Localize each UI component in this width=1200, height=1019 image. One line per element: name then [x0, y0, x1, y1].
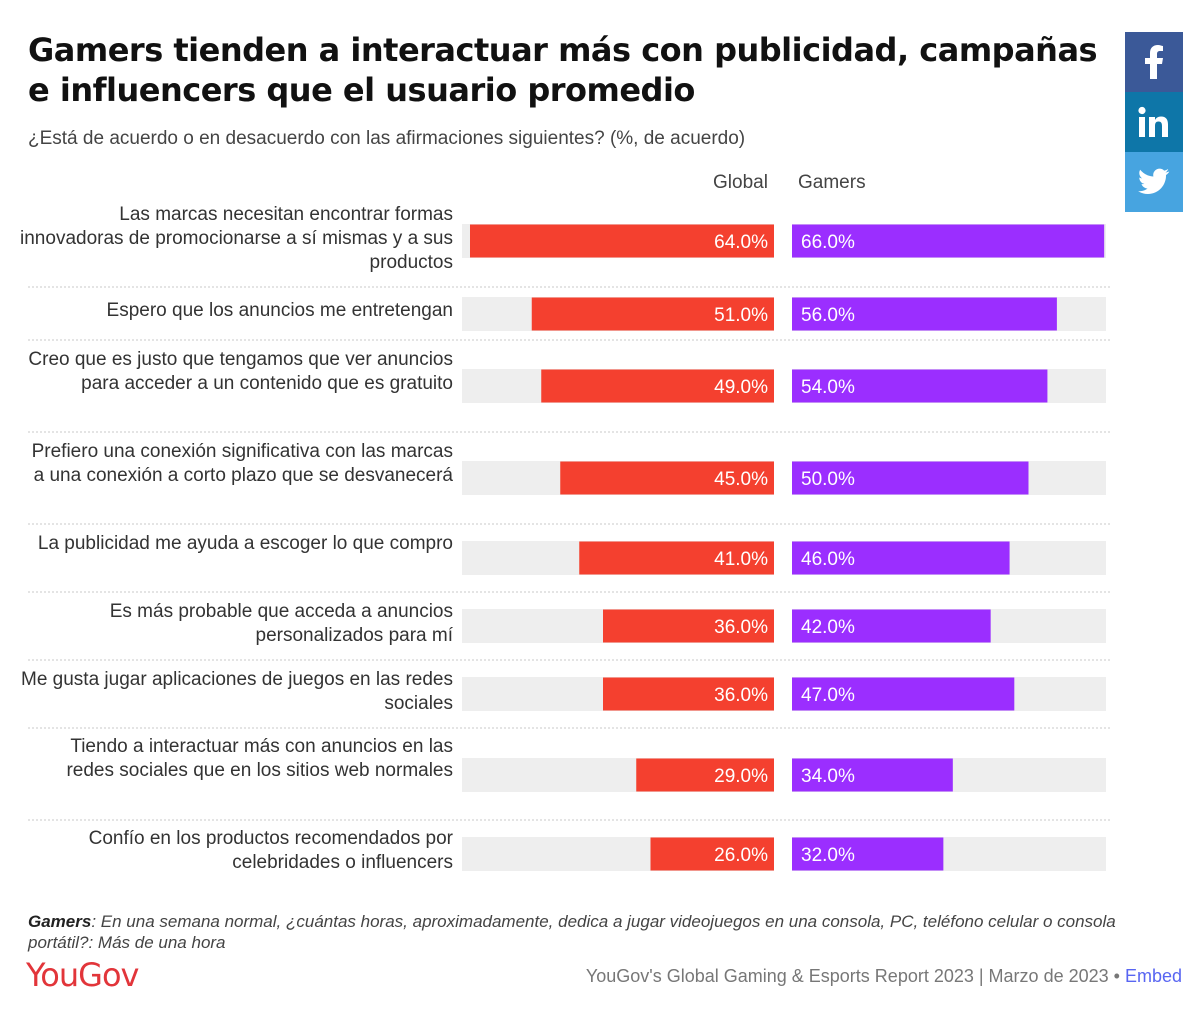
bar-gamers — [792, 837, 944, 871]
row-label: Me gusta jugar aplicaciones de juegos en… — [21, 669, 453, 714]
value-label-global: 29.0% — [714, 766, 768, 787]
value-label-gamers: 34.0% — [801, 766, 855, 787]
bar-global — [603, 677, 774, 711]
value-label-global: 36.0% — [714, 617, 768, 638]
row-label: Confío en los productos recomendados por… — [88, 828, 453, 873]
bar-gamers — [792, 224, 1105, 258]
value-label-gamers: 42.0% — [801, 617, 855, 638]
twitter-share-button[interactable] — [1125, 152, 1183, 212]
row-label: La publicidad me ayuda a escoger lo que … — [37, 533, 453, 554]
bar-global — [636, 758, 774, 792]
bar-gamers — [792, 758, 953, 792]
source-text: YouGov's Global Gaming & Esports Report … — [585, 966, 1120, 986]
row-label: Espero que los anuncios me entretengan — [106, 300, 453, 321]
value-label-global: 49.0% — [714, 377, 768, 398]
value-label-global: 36.0% — [714, 685, 768, 706]
value-label-gamers: 56.0% — [801, 305, 855, 326]
value-label-gamers: 47.0% — [801, 685, 855, 706]
value-label-global: 51.0% — [714, 305, 768, 326]
value-label-global: 45.0% — [714, 469, 768, 490]
bar-global — [541, 369, 774, 403]
bar-gamers — [792, 677, 1015, 711]
footnote-label: Gamers — [28, 912, 92, 931]
row-label: Es más probable que acceda a anuncios pe… — [109, 601, 453, 646]
value-label-gamers: 66.0% — [801, 232, 855, 253]
value-label-gamers: 54.0% — [801, 377, 855, 398]
bar-global — [579, 541, 774, 575]
bar-gamers — [792, 541, 1010, 575]
twitter-icon — [1138, 168, 1170, 194]
source-line: YouGov's Global Gaming & Esports Report … — [586, 966, 1182, 987]
chart-subtitle: ¿Está de acuerdo o en desacuerdo con las… — [28, 128, 746, 149]
value-label-global: 26.0% — [714, 845, 768, 866]
row-label: Tiendo a interactuar más con anuncios en… — [66, 736, 453, 781]
bar-global — [560, 461, 774, 495]
bar-global — [470, 224, 774, 258]
chart-title: Gamers tienden a interactuar más con pub… — [28, 31, 1098, 109]
facebook-icon — [1145, 45, 1163, 79]
value-label-global: 41.0% — [714, 549, 768, 570]
bar-gamers — [792, 297, 1057, 331]
linkedin-icon — [1138, 106, 1168, 137]
row-label: Creo que es justo que tengamos que ver a… — [28, 349, 453, 394]
embed-link[interactable]: Embed — [1124, 966, 1182, 986]
value-label-gamers: 32.0% — [801, 845, 855, 866]
footnote: Gamers: En una semana normal, ¿cuántas h… — [28, 911, 1178, 953]
value-label-gamers: 50.0% — [801, 469, 855, 490]
yougov-logo: YouGov — [26, 956, 139, 994]
bar-gamers — [792, 609, 991, 643]
bar-global — [650, 837, 774, 871]
legend-gamers: Gamers — [798, 172, 866, 193]
value-label-global: 64.0% — [714, 232, 768, 253]
bar-gamers — [792, 461, 1029, 495]
footnote-text: : En una semana normal, ¿cuántas horas, … — [28, 912, 1116, 952]
value-label-gamers: 46.0% — [801, 549, 855, 570]
bar-global — [531, 297, 774, 331]
row-label: Prefiero una conexión significativa con … — [31, 441, 453, 486]
bar-gamers — [792, 369, 1048, 403]
row-label: Las marcas necesitan encontrar formas in… — [20, 204, 453, 273]
facebook-share-button[interactable] — [1125, 32, 1183, 92]
legend-global: Global — [713, 172, 768, 193]
social-share-bar — [1125, 32, 1183, 212]
linkedin-share-button[interactable] — [1125, 92, 1183, 152]
bar-global — [603, 609, 774, 643]
